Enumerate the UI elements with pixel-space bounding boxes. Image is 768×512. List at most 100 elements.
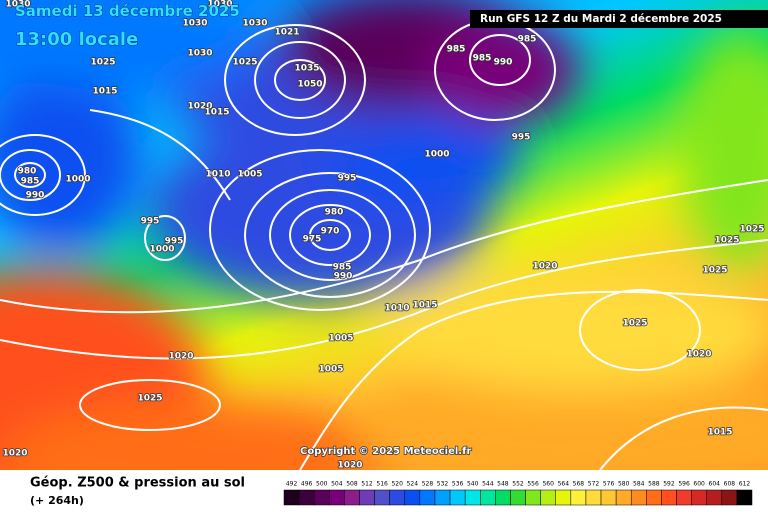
legend-swatch [540, 489, 556, 506]
legend-label: 576 [603, 481, 615, 488]
isobar-label: 990 [334, 272, 353, 282]
isobar-label: 1000 [424, 150, 449, 160]
legend-swatch [313, 489, 330, 506]
copyright: Copyright © 2025 Meteociel.fr [300, 446, 471, 457]
legend-label: 584 [633, 481, 645, 488]
isobar-label: 970 [321, 227, 340, 237]
legend-swatch [570, 489, 587, 506]
legend-label: 556 [527, 481, 539, 488]
legend-swatch [298, 489, 315, 506]
legend-swatch [434, 489, 451, 506]
legend-label: 516 [376, 481, 388, 488]
legend-swatch [389, 489, 406, 506]
isobar-label: 1030 [5, 0, 30, 10]
run-box [470, 10, 768, 28]
legend-label: 540 [467, 481, 479, 488]
isobar-label: 1030 [242, 19, 267, 29]
legend-label: 532 [437, 481, 449, 488]
isobar-label: 990 [494, 58, 513, 68]
isobar-label: 1035 [294, 64, 319, 74]
isobar-label: 1025 [90, 58, 115, 68]
isobar-label: 1005 [237, 170, 262, 180]
legend-swatch [359, 489, 375, 506]
isobar-label: 1005 [318, 365, 343, 375]
legend-swatch [510, 489, 526, 506]
legend-label: 548 [497, 481, 509, 488]
isobar-label: 995 [141, 217, 160, 227]
isobar-label: 995 [512, 133, 531, 143]
run-info: Run GFS 12 Z du Mardi 2 décembre 2025 [480, 13, 722, 25]
legend-swatch [283, 489, 300, 506]
legend-label: 580 [618, 481, 630, 488]
legend-swatch [525, 489, 541, 506]
valid-time: 13:00 locale [15, 29, 138, 50]
isobar-labels: 1030103010301030103010251025102010151015… [2, 0, 766, 471]
legend-swatch [344, 489, 360, 506]
legend-swatch [676, 489, 692, 506]
color-legend: 492 496 500 504 508 512 516 520 524 528 532 536 540 5… [283, 481, 753, 506]
legend-swatch [736, 489, 753, 506]
lead-time: (+ 264h) [30, 494, 84, 507]
isobar-label: 1030 [207, 0, 232, 10]
legend-label: 560 [542, 481, 554, 488]
legend-label: 596 [678, 481, 690, 488]
legend-label: 512 [361, 481, 373, 488]
isobar-label: 1030 [182, 19, 207, 29]
isobar-label: 1010 [384, 304, 409, 314]
legend-label: 604 [709, 481, 721, 488]
legend-swatch [419, 489, 436, 506]
isobar-label: 985 [447, 45, 466, 55]
legend-swatch [646, 489, 662, 506]
isobar-label: 1015 [707, 428, 732, 438]
legend-swatch [480, 489, 496, 506]
legend-swatch [374, 489, 390, 506]
legend-label: 528 [422, 481, 434, 488]
valid-date: Samedi 13 décembre 2025 [15, 2, 240, 20]
isobar-label: 1025 [137, 394, 162, 404]
legend-label: 608 [724, 481, 736, 488]
isobar-label: 985 [333, 263, 352, 273]
legend-label: 492 [286, 481, 298, 488]
legend-swatch [495, 489, 511, 506]
isobars [0, 19, 768, 470]
legend-swatch [691, 489, 707, 506]
legend-label: 524 [407, 481, 419, 488]
isobar-label: 985 [518, 35, 537, 45]
legend-swatch [555, 489, 572, 506]
isobar-label: 1025 [714, 236, 739, 246]
legend-label: 496 [301, 481, 313, 488]
legend-label: 592 [663, 481, 675, 488]
isobar-label: 995 [165, 237, 184, 247]
legend-label: 504 [331, 481, 343, 488]
isobar-label: 1015 [204, 108, 229, 118]
footer-title: Géop. Z500 & pression au sol [30, 476, 245, 491]
legend-swatch [404, 489, 421, 506]
isobar-label: 1000 [65, 175, 90, 185]
isobar-label: 1020 [532, 262, 557, 272]
isobar-label: 975 [303, 235, 322, 245]
legend-label: 552 [512, 481, 524, 488]
isobar-label: 1025 [232, 58, 257, 68]
legend-swatch [600, 489, 617, 506]
isobar-label: 1020 [2, 449, 27, 459]
isobar-label: 1020 [337, 461, 362, 471]
isobar-label: 1025 [622, 319, 647, 329]
isobar-label: 1010 [205, 170, 230, 180]
legend-label: 612 [739, 481, 751, 488]
legend-swatch [630, 489, 647, 506]
isobar-label: 1020 [168, 352, 193, 362]
isobar-label: 1020 [187, 102, 212, 112]
isobar-label: 990 [26, 191, 45, 201]
isobar-label: 1050 [297, 80, 322, 90]
isobar-label: 1015 [92, 87, 117, 97]
legend-swatch [449, 489, 466, 506]
legend-label: 544 [482, 481, 494, 488]
isobar-label: 1000 [149, 245, 174, 255]
isobar-label: 1015 [412, 301, 437, 311]
isobar-label: 980 [18, 167, 37, 177]
legend-swatch [615, 489, 632, 506]
isobar-label: 985 [473, 54, 492, 64]
